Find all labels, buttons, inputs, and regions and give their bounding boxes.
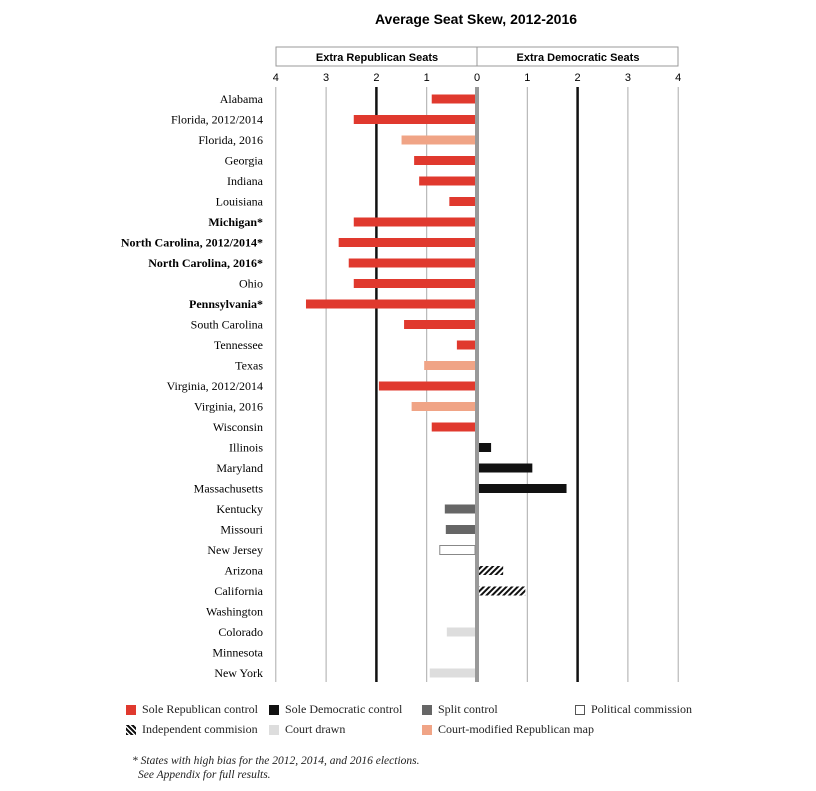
legend-label: Sole Republican control [142, 702, 258, 716]
legend-swatch [422, 704, 432, 715]
legend-swatch [269, 704, 279, 715]
legend-label: Political commission [591, 702, 692, 716]
footnote-line-1: * States with high bias for the 2012, 20… [132, 755, 420, 767]
category-label: Maryland [216, 461, 263, 475]
tick-label: 0 [474, 72, 480, 84]
category-label: Wisconsin [213, 420, 263, 434]
bar-dem [479, 443, 492, 452]
tick-label: 1 [524, 72, 530, 84]
legend-item-court: Court drawn [269, 722, 345, 737]
bar-courtrep [424, 361, 475, 370]
bar-rep [419, 176, 475, 186]
header-democratic: Extra Democratic Seats [517, 52, 640, 64]
category-label: Michigan* [208, 215, 263, 229]
legend-swatch [269, 724, 279, 735]
footnote-line-2: See Appendix for full results. [138, 769, 271, 781]
bar-courtrep [401, 135, 475, 145]
legend-swatch [126, 704, 136, 715]
category-label: Kentucky [216, 502, 263, 516]
legend-label: Independent commision [142, 722, 258, 736]
legend-swatch [422, 724, 432, 735]
category-label: Ohio [239, 277, 263, 291]
category-label: Florida, 2012/2014 [171, 113, 263, 127]
bar-court [429, 668, 475, 678]
category-labels: Alabama Florida, 2012/2014 Florida, 2016 Ge… [121, 92, 264, 680]
category-label: Minnesota [212, 646, 263, 660]
tick-label: 4 [675, 72, 681, 84]
bar-rep [305, 299, 475, 309]
gridlines [275, 87, 679, 682]
bar-political [439, 545, 476, 555]
bar-rep [431, 422, 475, 432]
category-label: Georgia [225, 154, 264, 168]
tick-label: 4 [273, 72, 279, 84]
bar-rep [348, 258, 475, 268]
header-republican: Extra Republican Seats [316, 52, 438, 64]
tick-labels: 4 3 2 1 0 1 2 3 4 [273, 72, 682, 84]
bars [305, 94, 567, 678]
footnote: * States with high bias for the 2012, 20… [132, 754, 420, 782]
bar-rep [414, 156, 475, 165]
bar-rep [456, 340, 475, 350]
legend-label: Sole Democratic control [285, 702, 403, 716]
bar-rep [338, 238, 475, 247]
bar-rep [353, 115, 475, 124]
legend-item-political: Political commission [575, 702, 692, 717]
bar-split [445, 525, 475, 534]
tick-label: 2 [575, 72, 581, 84]
category-label: Texas [235, 359, 263, 373]
legend-swatch [126, 724, 136, 735]
tick-label: 3 [323, 72, 329, 84]
category-label: Illinois [229, 441, 263, 455]
category-label: North Carolina, 2016* [148, 256, 263, 270]
legend-item-dem: Sole Democratic control [269, 702, 402, 717]
tick-label: 3 [625, 72, 631, 84]
category-label: Virginia, 2016 [194, 400, 263, 414]
tick-label: 2 [373, 72, 379, 84]
category-label: Massachusetts [194, 482, 264, 496]
category-label: Arizona [224, 564, 263, 578]
bar-court [446, 627, 475, 637]
bar-dem [479, 463, 533, 473]
bar-independent [479, 586, 526, 596]
bar-rep [431, 94, 475, 104]
bar-independent [479, 566, 504, 575]
legend-swatch [575, 704, 585, 715]
category-label: Florida, 2016 [198, 133, 263, 147]
category-label: Tennessee [214, 338, 263, 352]
category-label: New Jersey [207, 543, 263, 557]
bar-rep [378, 381, 475, 391]
legend-item-split: Split control [422, 702, 498, 717]
category-label: North Carolina, 2012/2014* [121, 236, 263, 250]
seat-skew-chart: Average Seat Skew, 2012-2016 Extra Repub… [121, 11, 682, 682]
bar-rep [353, 279, 475, 288]
bar-split [444, 504, 475, 514]
category-label: Louisiana [216, 195, 264, 209]
legend-label: Court-modified Republican map [438, 722, 594, 736]
tick-label: 1 [424, 72, 430, 84]
category-label: Colorado [218, 625, 263, 639]
category-label: South Carolina [191, 318, 264, 332]
category-label: California [214, 584, 263, 598]
chart-title: Average Seat Skew, 2012-2016 [375, 11, 577, 27]
legend-label: Court drawn [285, 722, 346, 736]
legend-item-independent: Independent commision [126, 722, 258, 737]
category-label: Washington [206, 605, 263, 619]
bar-courtrep [411, 402, 475, 411]
legend-item-rep: Sole Republican control [126, 702, 258, 717]
category-label: Pennsylvania* [189, 297, 263, 311]
category-label: Indiana [227, 174, 264, 188]
bar-rep [404, 320, 475, 329]
bar-dem [479, 484, 567, 493]
bar-rep [449, 197, 475, 206]
legend-item-courtrep: Court-modified Republican map [422, 722, 594, 737]
bar-rep [353, 217, 475, 227]
category-label: Missouri [220, 523, 263, 537]
category-label: Alabama [220, 92, 264, 106]
legend-label: Split control [438, 702, 498, 716]
category-label: New York [214, 666, 263, 680]
category-label: Virginia, 2012/2014 [167, 379, 263, 393]
